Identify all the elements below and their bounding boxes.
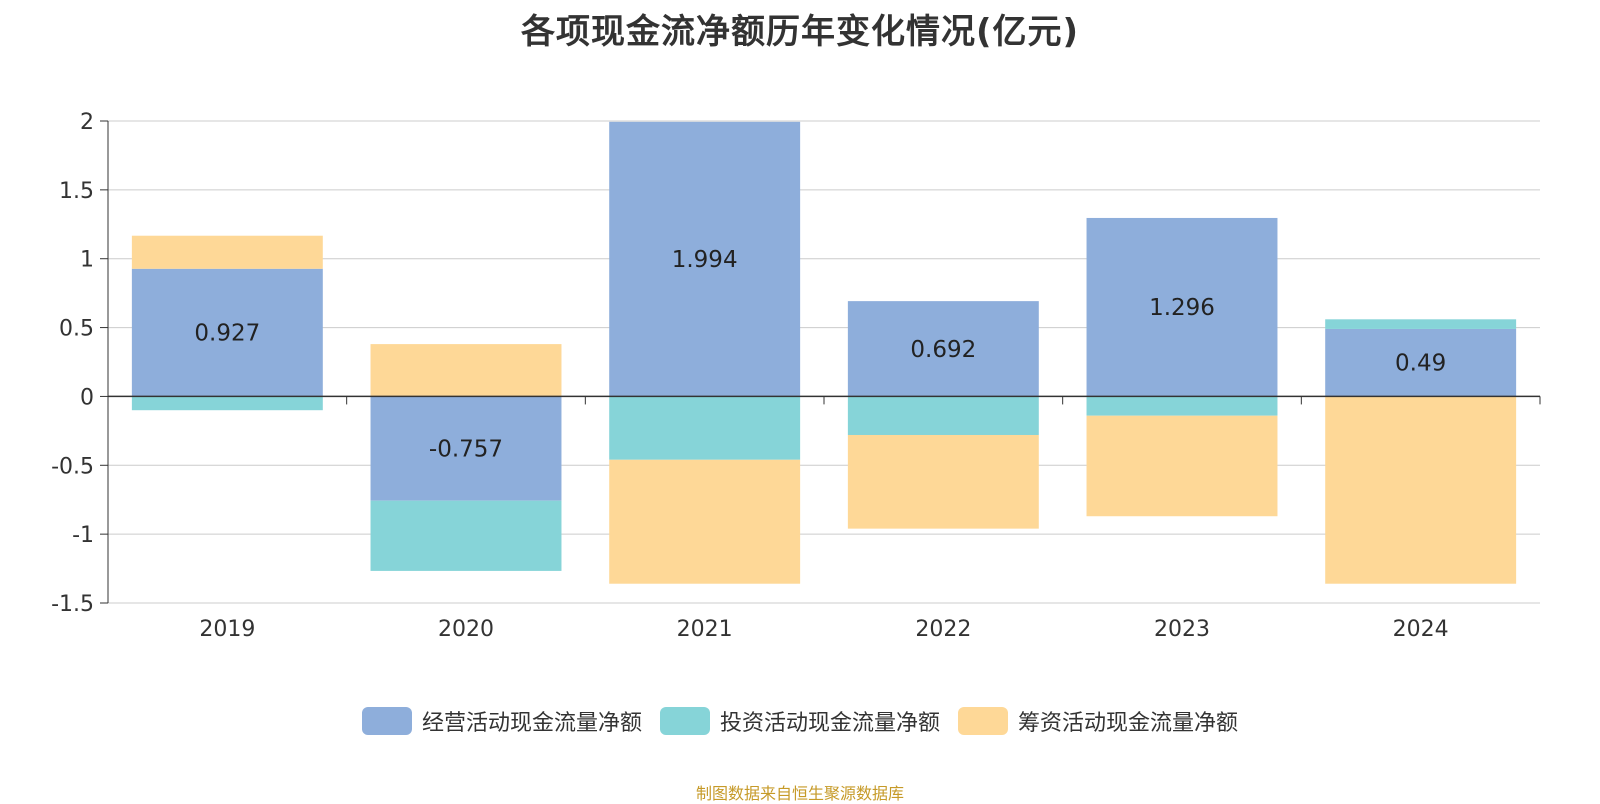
bar-series0-2020 <box>370 396 562 501</box>
data-label: 0.49 <box>1395 351 1446 377</box>
legend: 经营活动现金流量净额 投资活动现金流量净额 筹资活动现金流量净额 <box>0 705 1600 737</box>
data-label: 0.927 <box>194 321 260 347</box>
bar-series1-2020 <box>370 500 562 571</box>
x-tick-label: 2019 <box>199 617 255 642</box>
legend-item-operating[interactable]: 经营活动现金流量净额 <box>361 705 642 737</box>
y-tick-label: 2 <box>80 110 94 135</box>
data-label: 1.994 <box>672 247 738 273</box>
y-tick-label: 1 <box>80 248 94 273</box>
bar-series2-2020 <box>370 344 562 397</box>
bar-series0-2022 <box>847 301 1039 397</box>
y-tick-label: 1.5 <box>59 179 94 204</box>
bar-series0-2023 <box>1086 217 1278 397</box>
bar-series2-2021 <box>609 459 801 584</box>
bar-series0-2021 <box>609 121 801 397</box>
bar-series1-2024 <box>1325 319 1517 329</box>
y-tick-label: 0.5 <box>59 317 94 342</box>
bar-series2-2024 <box>1325 396 1517 584</box>
chart-title: 各项现金流净额历年变化情况(亿元) <box>520 12 1080 52</box>
x-tick-label: 2024 <box>1393 617 1449 642</box>
legend-swatch-investing <box>659 707 710 735</box>
y-tick-label: -1.5 <box>51 592 94 617</box>
x-tick-label: 2023 <box>1154 617 1210 642</box>
data-label: -0.757 <box>429 437 503 463</box>
x-tick-label: 2022 <box>915 617 971 642</box>
bar-series2-2023 <box>1086 415 1278 517</box>
legend-swatch-operating <box>361 707 412 735</box>
data-label: 0.692 <box>910 337 976 363</box>
y-tick-label: -0.5 <box>51 454 94 479</box>
chart: 2 1.5 1 0.5 0 -0.5 -1 -1.5 0.927 -0.757 1.994 0.692… <box>51 110 1541 642</box>
bar-series1-2023 <box>1086 396 1278 416</box>
legend-item-financing[interactable]: 筹资活动现金流量净额 <box>958 705 1238 737</box>
x-tick-label: 2021 <box>677 617 733 642</box>
data-source-note: 制图数据来自恒生聚源数据库 <box>695 784 904 803</box>
y-tick-label: 0 <box>80 385 94 410</box>
x-tick-label: 2020 <box>438 617 494 642</box>
bar-series2-2019 <box>131 235 323 269</box>
bar-series0-2024 <box>1325 328 1517 397</box>
legend-label-investing: 投资活动现金流量净额 <box>719 711 940 736</box>
bar-series1-2019 <box>131 396 323 411</box>
legend-label-financing: 筹资活动现金流量净额 <box>1018 711 1239 736</box>
data-label: 1.296 <box>1149 295 1215 321</box>
bar-series1-2021 <box>609 396 801 460</box>
y-tick-label: -1 <box>72 523 94 548</box>
legend-item-investing[interactable]: 投资活动现金流量净额 <box>659 705 940 737</box>
bar-series2-2022 <box>847 434 1039 529</box>
bar-series1-2022 <box>847 396 1039 435</box>
legend-swatch-financing <box>958 707 1008 735</box>
legend-label-operating: 经营活动现金流量净额 <box>421 711 642 736</box>
bar-series0-2019 <box>131 268 323 397</box>
